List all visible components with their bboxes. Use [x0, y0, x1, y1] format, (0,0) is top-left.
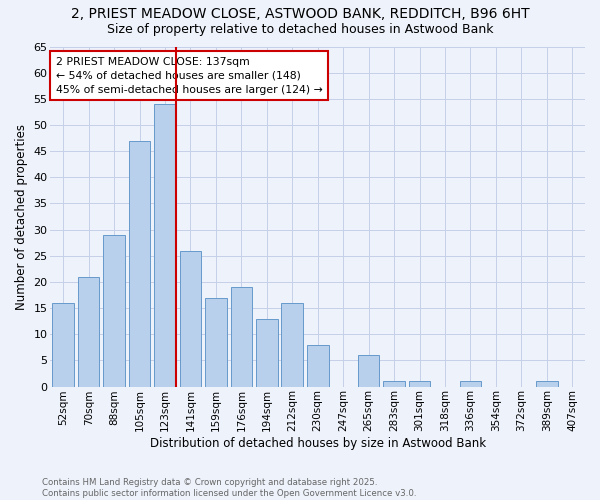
Bar	[383, 382, 405, 386]
Bar	[536, 382, 557, 386]
Bar	[52, 303, 74, 386]
Bar	[230, 287, 252, 386]
Bar	[103, 235, 125, 386]
Bar	[460, 382, 481, 386]
X-axis label: Distribution of detached houses by size in Astwood Bank: Distribution of detached houses by size …	[149, 437, 486, 450]
Bar	[358, 355, 379, 386]
Text: 2, PRIEST MEADOW CLOSE, ASTWOOD BANK, REDDITCH, B96 6HT: 2, PRIEST MEADOW CLOSE, ASTWOOD BANK, RE…	[71, 8, 529, 22]
Bar	[256, 318, 278, 386]
Text: Size of property relative to detached houses in Astwood Bank: Size of property relative to detached ho…	[107, 22, 493, 36]
Bar	[307, 344, 329, 387]
Text: Contains HM Land Registry data © Crown copyright and database right 2025.
Contai: Contains HM Land Registry data © Crown c…	[42, 478, 416, 498]
Bar	[78, 276, 100, 386]
Y-axis label: Number of detached properties: Number of detached properties	[15, 124, 28, 310]
Bar	[129, 140, 151, 386]
Bar	[154, 104, 176, 387]
Bar	[281, 303, 303, 386]
Bar	[179, 250, 201, 386]
Bar	[205, 298, 227, 386]
Bar	[409, 382, 430, 386]
Text: 2 PRIEST MEADOW CLOSE: 137sqm
← 54% of detached houses are smaller (148)
45% of : 2 PRIEST MEADOW CLOSE: 137sqm ← 54% of d…	[56, 56, 323, 94]
